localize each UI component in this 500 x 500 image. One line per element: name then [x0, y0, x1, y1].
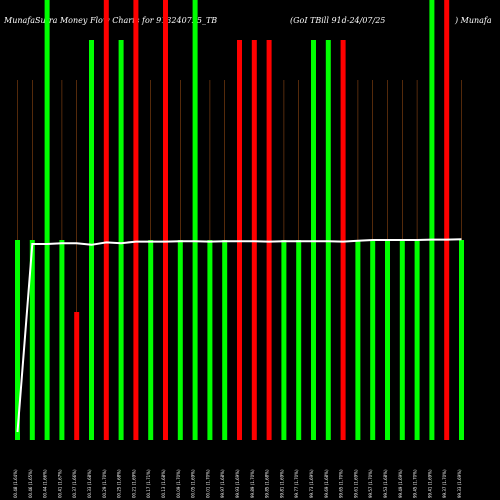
- chart-title-suffix: ) Munafa: [454, 16, 492, 25]
- x-tick-label: 99.53 (1.68%): [383, 469, 388, 498]
- price-line: [16, 238, 462, 433]
- bar: [44, 0, 50, 440]
- bar: [266, 40, 272, 440]
- bar: [281, 240, 287, 440]
- x-tick-label: 99.45 (1.70%): [413, 469, 418, 498]
- bar: [89, 40, 94, 440]
- bar: [251, 40, 257, 440]
- bar: [192, 0, 198, 440]
- bar: [133, 0, 139, 440]
- bar: [355, 240, 361, 440]
- x-tick-label: 99.85 (1.68%): [265, 469, 270, 498]
- bar: [340, 40, 346, 440]
- x-tick-label: 99.49 (1.69%): [398, 469, 403, 498]
- x-tick-label: 99.65 (1.70%): [339, 469, 344, 498]
- bar: [177, 240, 183, 440]
- x-tick-label: 99.81 (1.69%): [279, 469, 284, 498]
- bar: [15, 240, 20, 440]
- bar: [103, 0, 109, 440]
- x-tick-label: 99.37 (1.70%): [442, 469, 447, 498]
- bar: [370, 240, 376, 440]
- bar: [429, 0, 435, 440]
- x-tick-label: 99.97 (1.68%): [220, 469, 225, 498]
- x-tick-label: 00.29 (1.70%): [102, 469, 107, 498]
- x-tick-label: 00.33 (1.68%): [87, 469, 92, 498]
- x-tick-label: 99.69 (1.68%): [324, 469, 329, 498]
- chart-title-right: (GoI TBill 91d-24/07/25: [290, 16, 385, 25]
- bar: [296, 240, 302, 440]
- x-tick-label: 99.73 (1.69%): [309, 469, 314, 498]
- x-tick-label: 99.89 (1.70%): [250, 469, 255, 498]
- x-tick-label: 99.61 (1.69%): [353, 469, 358, 498]
- x-tick-label: 99.93 (1.69%): [235, 469, 240, 498]
- bar: [237, 40, 242, 440]
- bar: [207, 240, 213, 440]
- x-tick-label: 99.41 (1.69%): [427, 469, 432, 498]
- bar: [74, 312, 80, 440]
- x-tick-label: 00.48 (1.64%): [13, 469, 18, 498]
- x-tick-label: 99.33 (1.69%): [457, 469, 462, 498]
- x-tick-label: 00.41 (1.67%): [57, 469, 62, 498]
- bar: [311, 40, 316, 440]
- bar: [444, 0, 450, 440]
- x-tick-label: 00.01 (1.70%): [205, 469, 210, 498]
- x-tick-labels: 00.48 (1.64%) 00.46 (1.65%) 00.44 (1.66%) 0…: [13, 469, 462, 498]
- x-tick-label: 00.37 (1.66%): [72, 469, 77, 498]
- bar: [325, 40, 331, 440]
- bar: [414, 240, 420, 440]
- bar: [59, 240, 65, 440]
- x-tick-label: 00.44 (1.66%): [43, 469, 48, 498]
- chart-title-left: MunafaSutra Money Flow Charts for 913240…: [3, 16, 217, 25]
- x-tick-label: 00.21 (1.69%): [131, 469, 136, 498]
- bar: [29, 240, 35, 440]
- bar: [163, 0, 168, 440]
- x-tick-label: 00.46 (1.65%): [28, 469, 33, 498]
- x-tick-label: 00.17 (1.71%): [146, 469, 151, 498]
- x-tick-label: 00.13 (1.68%): [161, 469, 166, 498]
- bar: [385, 240, 390, 440]
- x-tick-label: 00.25 (1.68%): [117, 469, 122, 498]
- bars-group: [15, 0, 464, 440]
- x-tick-label: 00.05 (1.69%): [191, 469, 196, 498]
- bar: [118, 40, 124, 440]
- x-tick-label: 99.57 (1.70%): [368, 469, 373, 498]
- x-tick-label: 00.09 (1.70%): [176, 469, 181, 498]
- bar: [399, 240, 405, 440]
- x-tick-label: 99.77 (1.70%): [294, 469, 299, 498]
- bar: [148, 240, 154, 440]
- bar: [459, 240, 464, 440]
- bar: [222, 240, 228, 440]
